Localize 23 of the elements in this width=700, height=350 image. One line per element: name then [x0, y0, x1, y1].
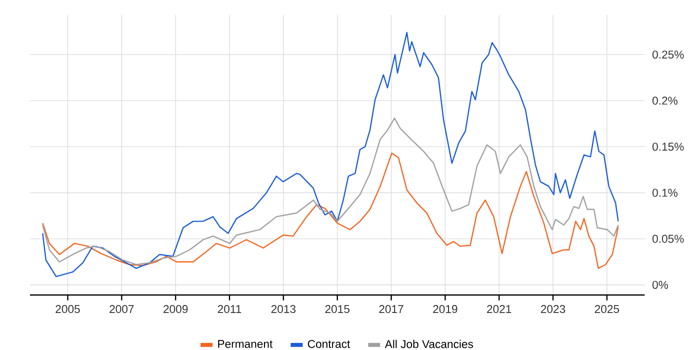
x-tick-label: 2017	[379, 305, 404, 314]
line-series	[42, 118, 619, 266]
x-tick-label: 2019	[433, 305, 458, 314]
x-tick-label: 2015	[325, 305, 350, 314]
legend-label: All Job Vacancies	[384, 340, 474, 348]
line-series	[42, 152, 619, 269]
x-tick-label: 2025	[594, 305, 620, 314]
x-tick-label: 2021	[487, 305, 512, 314]
y-tick-label: 0%	[652, 280, 668, 289]
y-tick-label: 0.05%	[652, 234, 684, 243]
line-series	[42, 32, 619, 278]
y-tick-label: 0.15%	[652, 142, 684, 151]
y-tick-label: 0.25%	[652, 50, 684, 59]
y-tick-label: 0.2%	[652, 96, 678, 105]
x-tick-label: 2005	[56, 305, 80, 314]
y-tick-label: 0.1%	[652, 188, 678, 197]
legend-label: Contract	[308, 340, 350, 348]
x-tick-label: 2007	[110, 305, 134, 314]
x-tick-label: 2013	[271, 305, 296, 314]
x-tick-label: 2009	[164, 305, 188, 314]
x-tick-label: 2023	[540, 305, 566, 314]
x-tick-label: 2011	[218, 305, 242, 314]
legend-label: Permanent	[218, 340, 273, 348]
